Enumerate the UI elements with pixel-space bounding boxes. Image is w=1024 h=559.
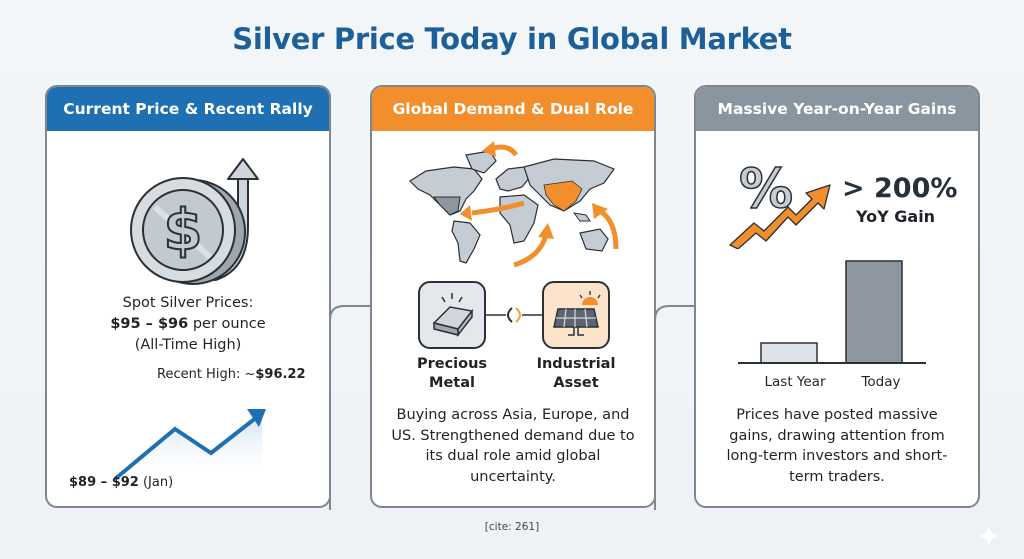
bar-label-today: Today bbox=[861, 374, 901, 390]
recent-high: Recent High: ~$96.22 bbox=[157, 367, 306, 382]
panel-current-price: Current Price & Recent Rally $ Spot Silv… bbox=[45, 85, 331, 508]
rally-line-chart bbox=[113, 409, 266, 481]
role-label-line2: Asset bbox=[553, 375, 599, 391]
gains-description: Prices have posted massive gains, drawin… bbox=[726, 407, 948, 485]
svg-text:%: % bbox=[739, 159, 793, 220]
link-icon bbox=[486, 307, 542, 323]
world-map-with-demand-arrows-icon bbox=[409, 141, 619, 268]
role-precious-metal: Precious Metal bbox=[402, 355, 502, 393]
panel-global-demand: Global Demand & Dual Role bbox=[370, 85, 656, 508]
silver-bar-icon bbox=[418, 281, 486, 349]
spot-price-unit: per ounce bbox=[188, 316, 266, 332]
role-label-line1: Industrial bbox=[536, 356, 616, 372]
demand-description: Buying across Asia, Europe, and US. Stre… bbox=[391, 407, 635, 485]
jan-range-value: $89 – $92 bbox=[69, 475, 139, 490]
recent-high-value: $96.22 bbox=[255, 367, 306, 382]
panel-header-current-price: Current Price & Recent Rally bbox=[47, 87, 329, 131]
page-title: Silver Price Today in Global Market bbox=[232, 22, 792, 56]
svg-text:$: $ bbox=[164, 198, 203, 263]
citation: [cite: 261] bbox=[484, 521, 540, 533]
yoy-gain-label: YoY Gain bbox=[856, 207, 936, 226]
panel-header-global-demand: Global Demand & Dual Role bbox=[372, 87, 654, 131]
panel-header-yoy-gains: Massive Year-on-Year Gains bbox=[696, 87, 978, 131]
spot-price-range: $95 – $96 bbox=[110, 316, 189, 332]
panel-yoy-gains: Massive Year-on-Year Gains % > 200% YoY … bbox=[694, 85, 980, 508]
role-label-line2: Metal bbox=[429, 375, 475, 391]
role-label-line1: Precious bbox=[416, 356, 488, 372]
spot-label: Spot Silver Prices: bbox=[122, 295, 254, 311]
jan-range-note: (Jan) bbox=[138, 475, 174, 490]
yoy-gain-value: > 200% bbox=[842, 173, 958, 204]
percent-with-up-arrow-icon: % bbox=[729, 159, 831, 249]
yoy-bar-chart bbox=[738, 260, 926, 364]
recent-high-label: Recent High: ~ bbox=[157, 367, 256, 382]
solar-panel-icon bbox=[542, 281, 610, 349]
sparkle-icon bbox=[978, 525, 1000, 547]
all-time-high-note: (All-Time High) bbox=[134, 337, 242, 353]
jan-range: $89 – $92 (Jan) bbox=[69, 475, 173, 490]
bar-label-last-year: Last Year bbox=[764, 374, 826, 390]
role-industrial-asset: Industrial Asset bbox=[526, 355, 626, 393]
spot-price: $95 – $96 per ounce bbox=[47, 314, 329, 334]
silver-dollar-coin-with-up-arrow-icon: $ bbox=[130, 158, 259, 285]
